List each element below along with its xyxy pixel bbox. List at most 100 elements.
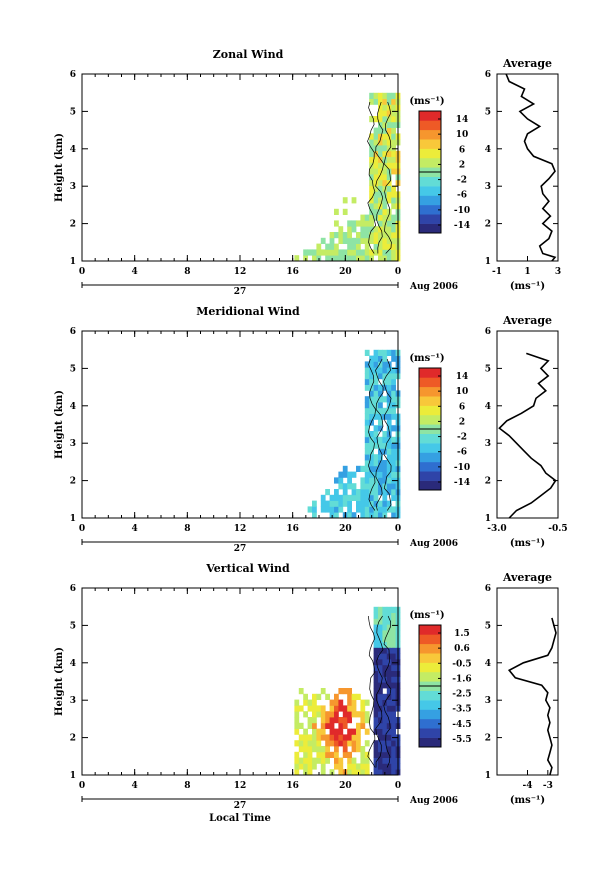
- average-y-tick-label: 3: [485, 182, 491, 192]
- heatmap-cell: [351, 220, 357, 227]
- heatmap-cell: [307, 757, 313, 764]
- heatmap-cell: [312, 249, 317, 256]
- colorbar-swatch: [419, 139, 441, 149]
- heatmap-cells: [294, 606, 401, 776]
- heatmap-cell: [338, 237, 344, 244]
- heatmap-cell: [356, 220, 361, 227]
- heatmap-cell: [364, 436, 370, 443]
- heatmap-cell: [378, 630, 383, 637]
- x-tick-label: 12: [234, 781, 247, 791]
- heatmap-cell: [351, 489, 357, 496]
- heatmap-cell: [360, 237, 366, 244]
- heatmap-cell: [360, 220, 366, 227]
- heatmap-cell: [386, 763, 392, 770]
- heatmap-cell: [351, 769, 357, 776]
- heatmap-cell: [386, 249, 392, 256]
- heatmap-cell: [391, 659, 396, 666]
- heatmap-cell: [391, 98, 396, 105]
- heatmap-cell: [391, 448, 396, 455]
- average-profile-line: [507, 617, 557, 776]
- heatmap-cell: [378, 373, 383, 380]
- average-y-tick-label: 5: [485, 107, 491, 117]
- heatmap-cell: [312, 506, 317, 513]
- heatmap-cell: [382, 751, 388, 758]
- heatmap-cell: [364, 471, 370, 478]
- heatmap-cell: [391, 483, 396, 490]
- heatmap-cell: [373, 693, 379, 700]
- heatmap-cell: [360, 711, 366, 718]
- colorbar-tick-label: -10: [454, 206, 470, 216]
- heatmap-cell: [386, 214, 392, 221]
- heatmap-cell: [386, 746, 392, 753]
- heatmap-cell: [351, 226, 357, 233]
- heatmap-cell: [378, 465, 383, 472]
- average-y-tick-label: 5: [485, 621, 491, 631]
- heatmap-cell: [364, 728, 370, 735]
- heatmap-cell: [364, 367, 370, 374]
- heatmap-cell: [391, 454, 396, 461]
- heatmap-cell: [391, 373, 396, 380]
- heatmap-cell: [364, 373, 370, 380]
- heatmap-cell: [329, 722, 335, 729]
- heatmap-cell: [386, 635, 392, 642]
- heatmap-cell: [391, 133, 396, 140]
- heatmap-cell: [378, 676, 383, 683]
- heatmap-cell: [347, 237, 352, 244]
- x-tick-label: 4: [132, 781, 138, 791]
- heatmap-cell: [386, 705, 392, 712]
- heatmap-cell: [378, 139, 383, 146]
- heatmap-cell: [386, 162, 392, 169]
- heatmap-cell: [347, 483, 352, 490]
- heatmap-cell: [382, 98, 388, 105]
- heatmap-cell: [369, 494, 374, 501]
- panel-title: Meridional Wind: [196, 305, 300, 318]
- plot-frame: [81, 587, 399, 776]
- heatmap-cell: [369, 396, 374, 403]
- x-tick-label: 0: [395, 267, 401, 277]
- heatmap-cell: [391, 121, 396, 128]
- heatmap-cell: [369, 203, 374, 210]
- heatmap-cell: [386, 179, 392, 186]
- heatmap-cell: [329, 717, 335, 724]
- heatmap-cell: [325, 740, 330, 747]
- heatmap-cell: [334, 751, 339, 758]
- heatmap-cell: [320, 734, 326, 741]
- heatmap-cell: [369, 139, 374, 146]
- heatmap-cell: [360, 717, 366, 724]
- heatmap-cell: [312, 746, 317, 753]
- heatmap-cell: [364, 494, 370, 501]
- heatmap-cell: [307, 769, 313, 776]
- heatmap-cell: [320, 494, 326, 501]
- heatmap-cell: [386, 237, 392, 244]
- heatmap-cell: [391, 402, 396, 409]
- heatmap-cell: [369, 413, 374, 420]
- heatmap-cell: [373, 208, 379, 215]
- heatmap-cell: [382, 232, 388, 239]
- heatmap-cell: [378, 191, 383, 198]
- heatmap-cell: [373, 664, 379, 671]
- colorbar-swatch: [419, 461, 441, 472]
- y-tick-label: 3: [70, 439, 76, 449]
- heatmap-cell: [364, 483, 370, 490]
- heatmap-cell: [347, 226, 352, 233]
- colorbar-unit: (ms⁻¹): [409, 96, 444, 107]
- heatmap-cell: [391, 156, 396, 163]
- heatmap-cell: [378, 249, 383, 256]
- heatmap-cell: [316, 693, 322, 700]
- heatmap-cell: [386, 489, 392, 496]
- heatmap-cell: [356, 465, 361, 472]
- heatmap-cell: [391, 740, 396, 747]
- heatmap-cell: [386, 436, 392, 443]
- heatmap-cell: [391, 647, 396, 654]
- heatmap-cell: [391, 214, 396, 221]
- heatmap-cell: [386, 255, 392, 262]
- heatmap-cell: [316, 751, 322, 758]
- heatmap-cell: [391, 624, 396, 631]
- heatmap-cell: [386, 693, 392, 700]
- heatmap-cell: [378, 407, 383, 414]
- heatmap-cell: [373, 214, 379, 221]
- heatmap-cell: [391, 197, 396, 204]
- heatmap-cell: [378, 647, 383, 654]
- heatmap-cell: [373, 179, 379, 186]
